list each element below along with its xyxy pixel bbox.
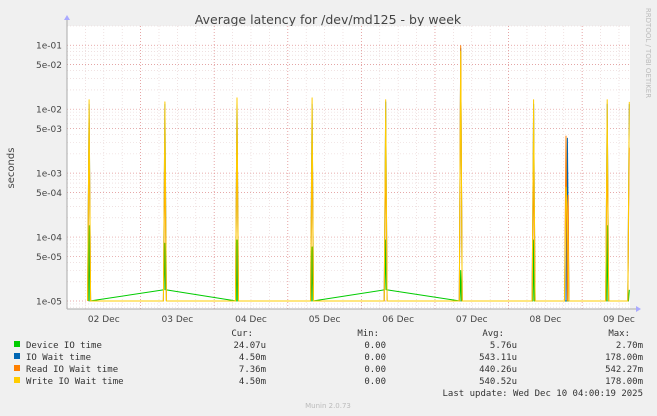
legend-cur-io-wait: 4.50m [239,353,266,363]
legend-max-read-io-wait: 542.27m [605,365,643,375]
rrdtool-watermark: RRDTOOL / TOBI OETIKER [644,8,652,98]
x-tick-label: 03 Dec [162,315,194,325]
chart-title: Average latency for /dev/md125 - by week [195,12,462,27]
x-axis-arrow [636,306,641,312]
series-line-write-io-wait-time [87,50,630,302]
legend-max-io-wait: 178.00m [605,353,643,363]
y-tick-label: 5e-04 [36,189,62,199]
grid: 1e-01 5e-02 1e-02 5e-03 1e-03 5e-04 1e-04 5e-05… [36,25,635,325]
legend-name-read-io-wait: Read IO Wait time [26,365,118,375]
y-axis-arrow [64,15,70,20]
x-tick-label: 02 Dec [88,315,120,325]
legend-max-device-io: 2.70m [616,341,643,351]
axes [64,15,641,312]
legend-cur-read-io-wait: 7.36m [239,365,266,375]
x-tick-label: 09 Dec [603,315,635,325]
y-tick-label: 5e-02 [36,61,62,71]
x-tick-label: 07 Dec [456,315,488,325]
legend-min-write-io-wait: 0.00 [364,377,386,387]
legend-avg-read-io-wait: 440.26u [479,365,517,375]
y-tick-label: 5e-05 [36,253,62,263]
legend-header-min: Min: [357,329,379,339]
series-lines [87,45,630,302]
legend-name-io-wait: IO Wait time [26,353,91,363]
legend-cur-device-io: 24.07u [233,341,266,351]
legend-header-cur: Cur: [231,329,253,339]
x-tick-label: 06 Dec [382,315,414,325]
legend-max-write-io-wait: 178.00m [605,377,643,387]
legend-cur-write-io-wait: 4.50m [239,377,266,387]
legend-header-max: Max: [608,329,630,339]
legend-swatch-read-io-wait [14,365,20,371]
y-tick-label: 1e-03 [36,170,62,180]
legend-min-read-io-wait: 0.00 [364,365,386,375]
legend-min-io-wait: 0.00 [364,353,386,363]
y-tick-label: 1e-05 [36,298,62,308]
plot-area [67,26,630,309]
legend-avg-write-io-wait: 540.52u [479,377,517,387]
y-tick-label: 5e-03 [36,125,62,135]
y-tick-label: 1e-01 [36,42,62,52]
legend: Cur: Min: Avg: Max: Device IO time 24.07… [14,329,643,399]
legend-swatch-io-wait [14,353,20,359]
x-tick-label: 05 Dec [309,315,341,325]
legend-swatch-write-io-wait [14,377,20,383]
legend-avg-device-io: 5.76u [490,341,517,351]
x-tick-label: 04 Dec [235,315,267,325]
munin-footer: Munin 2.0.73 [305,402,351,410]
legend-min-device-io: 0.00 [364,341,386,351]
legend-header-avg: Avg: [482,329,504,339]
legend-name-write-io-wait: Write IO Wait time [26,377,124,387]
y-axis-label: seconds [6,148,17,189]
legend-avg-io-wait: 543.11u [479,353,517,363]
legend-name-device-io: Device IO time [26,341,102,351]
last-update: Last update: Wed Dec 10 04:00:19 2025 [443,389,643,399]
legend-swatch-device-io [14,341,20,347]
x-tick-label: 08 Dec [529,315,561,325]
y-tick-label: 1e-02 [36,106,62,116]
y-tick-label: 1e-04 [36,234,62,244]
